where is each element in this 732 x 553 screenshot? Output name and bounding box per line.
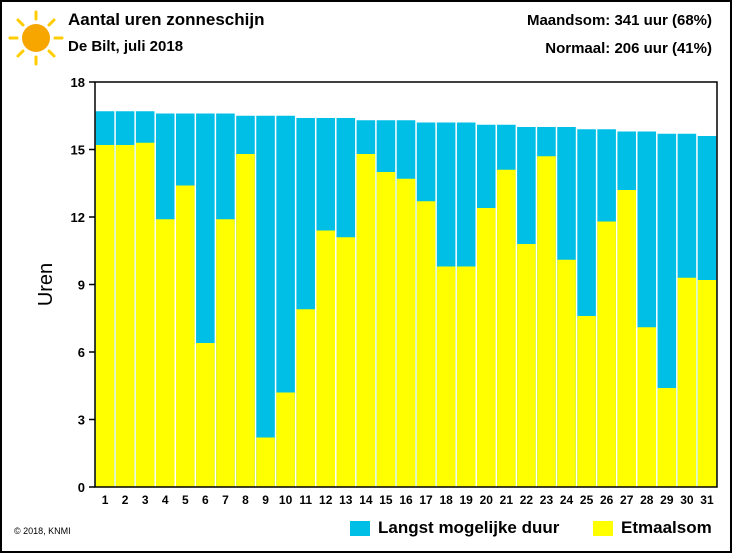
bar-daily-sum [216,219,235,487]
x-tick-label: 9 [262,493,269,507]
x-tick-label: 7 [222,493,229,507]
x-tick-label: 18 [439,493,453,507]
bar-daily-sum [296,309,315,487]
x-tick-label: 29 [660,493,674,507]
bar-daily-sum [637,327,657,487]
x-tick-label: 20 [480,493,494,507]
bar-daily-sum [456,266,476,487]
x-tick-label: 11 [299,493,312,507]
x-tick-label: 16 [399,493,413,507]
x-tick-label: 26 [600,493,614,507]
x-tick-label: 23 [540,493,554,507]
x-tick-label: 3 [142,493,149,507]
bar-daily-sum [396,178,416,487]
x-tick-label: 6 [202,493,209,507]
bar-daily-sum [436,266,456,487]
y-tick-label: 6 [78,345,85,360]
bar-daily-sum [356,154,376,487]
x-tick-label: 14 [359,493,373,507]
bar-daily-sum [176,185,195,487]
legend-label-daily-sum: Etmaalsom [621,518,712,537]
monthly-total: Maandsom: 341 uur (68%) [526,12,712,29]
y-tick-label: 15 [71,143,85,158]
y-tick-label: 0 [78,480,85,495]
x-tick-label: 2 [122,493,129,507]
copyright: © 2018, KNMI [14,526,71,536]
x-tick-label: 12 [319,493,333,507]
y-tick-label: 9 [78,278,85,293]
x-tick-label: 27 [620,493,634,507]
bar-daily-sum [517,244,536,487]
sun-icon [8,10,64,66]
chart-title: Aantal uren zonneschijn [68,10,265,29]
normal-total: Normaal: 206 uur (41%) [545,40,712,57]
x-tick-label: 5 [182,493,189,507]
bar-max-duration [256,115,275,487]
bar-daily-sum [416,201,436,487]
x-tick-label: 13 [339,493,353,507]
chart-subtitle: De Bilt, juli 2018 [68,38,184,55]
bar-daily-sum [597,221,616,487]
bar-daily-sum [697,280,717,487]
bar-daily-sum [155,219,175,487]
x-tick-label: 17 [419,493,433,507]
y-tick-label: 18 [71,75,85,90]
bar-daily-sum [497,169,516,487]
y-axis-label: Uren [35,263,57,306]
y-tick-label: 12 [71,210,85,225]
bar-daily-sum [135,142,155,487]
y-tick-label: 3 [78,413,85,428]
x-tick-label: 28 [640,493,654,507]
x-tick-label: 8 [242,493,249,507]
bar-daily-sum [537,156,556,487]
bar-daily-sum [577,316,596,487]
bar-daily-sum [276,392,295,487]
x-tick-label: 25 [580,493,594,507]
bar-daily-sum [196,343,215,487]
bar-daily-sum [476,208,496,487]
legend-label-max-duration: Langst mogelijke duur [378,518,560,537]
x-tick-label: 24 [560,493,574,507]
bar-daily-sum [617,190,636,487]
bar-daily-sum [256,437,275,487]
x-tick-label: 31 [700,493,714,507]
bar-daily-sum [336,237,356,487]
x-tick-label: 4 [162,493,169,507]
legend-swatch-max-duration [350,520,370,536]
x-tick-label: 19 [460,493,474,507]
bar-daily-sum [236,154,255,487]
legend-swatch-daily-sum [593,520,613,536]
legend-item-max-duration: Langst mogelijke duur [350,518,559,538]
bar-daily-sum [657,388,677,487]
x-tick-label: 22 [520,493,534,507]
bar-daily-sum [557,259,576,487]
bar-daily-sum [115,145,135,487]
x-tick-label: 1 [102,493,109,507]
bar-daily-sum [677,277,697,487]
bar-daily-sum [316,230,336,487]
legend-item-daily-sum: Etmaalsom [593,518,712,538]
x-tick-label: 21 [500,493,514,507]
bar-daily-sum [95,145,115,487]
x-tick-label: 30 [680,493,694,507]
x-tick-label: 15 [379,493,393,507]
bar-daily-sum [376,172,396,487]
x-tick-label: 10 [279,493,293,507]
